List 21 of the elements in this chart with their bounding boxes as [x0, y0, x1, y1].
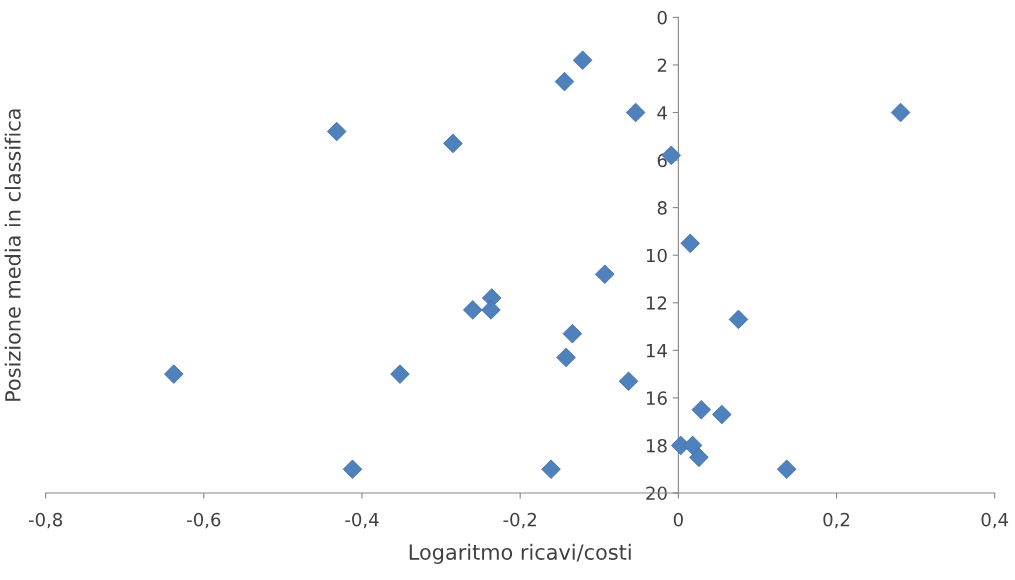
y-tick-label: 10 [646, 248, 667, 263]
y-tick-label: 8 [657, 201, 667, 215]
x-tick-label: 0 [673, 512, 683, 527]
y-tick-label: 2 [657, 58, 667, 72]
point [625, 102, 646, 123]
x-axis-title: Logaritmo ricavi/costi [409, 543, 631, 564]
x-tick-label: -0,4 [345, 512, 379, 529]
y-tick-label: 0 [657, 10, 667, 25]
x-tick-label: 0,4 [981, 512, 1009, 529]
y-tick-label: 18 [646, 438, 667, 453]
x-tick-label: -0,6 [187, 512, 221, 529]
y-tick-label: 16 [646, 391, 667, 405]
x-tick-label: -0,2 [503, 512, 536, 529]
y-tick-label: 14 [646, 344, 667, 358]
y-axis-title: Posizione media in classifica [4, 109, 21, 401]
y-tick-label: 12 [646, 296, 667, 310]
x-tick-label: 0,2 [823, 512, 850, 529]
point [728, 309, 749, 330]
x-tick-label: -0,8 [28, 512, 63, 529]
y-tick-label: 4 [657, 106, 667, 120]
y-tick-label: 20 [646, 486, 667, 501]
